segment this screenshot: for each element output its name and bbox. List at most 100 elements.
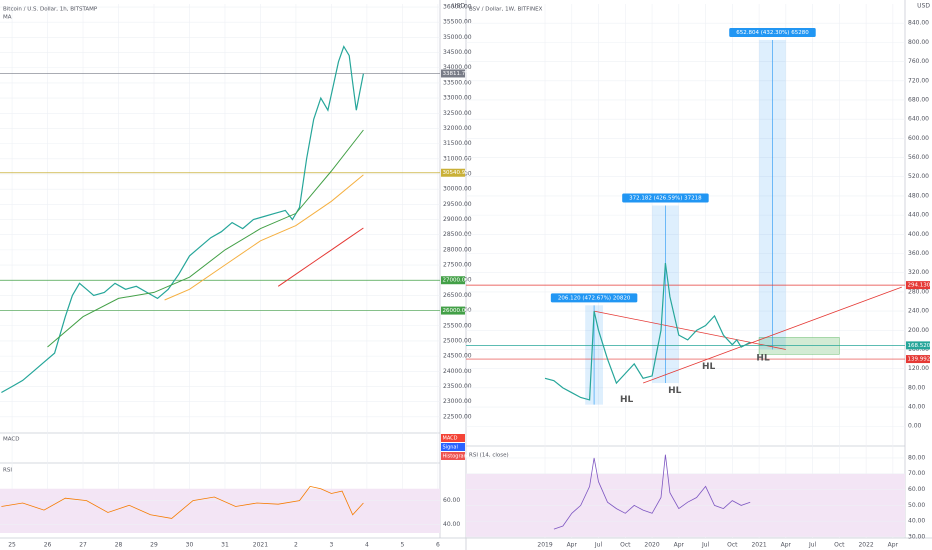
y-tick-label: 33500.00	[443, 79, 472, 86]
x-tick-label: Oct	[620, 542, 631, 549]
measure-label: 652.804 (432.30%) 65280	[736, 30, 809, 36]
price-line	[1, 485, 364, 519]
price-line	[277, 227, 364, 287]
x-tick-label: 27	[79, 542, 87, 549]
x-tick-label: 28	[115, 542, 123, 549]
price-tag	[906, 341, 930, 350]
y-tick-label: 27500.00	[443, 262, 472, 269]
price-tag-label: 139.992	[908, 357, 931, 363]
price-tag-label: 26000.00	[443, 308, 470, 314]
y-tick-label: 24000.00	[443, 368, 472, 375]
indicator-tag	[441, 452, 465, 460]
measure-label-box	[622, 193, 709, 203]
x-tick-label: 5	[400, 542, 404, 549]
y-tick-label: 35000.00	[443, 34, 472, 41]
price-tag	[441, 276, 465, 285]
y-tick-label: 40.00	[443, 521, 460, 528]
y-tick-label: 840.00	[908, 20, 929, 27]
y-tick-label: 28500.00	[443, 231, 472, 238]
x-tick-label: 3	[330, 542, 334, 549]
price-line	[47, 129, 364, 348]
indicator-tag-label: Signal	[443, 445, 458, 451]
y-tick-label: 29500.00	[443, 201, 472, 208]
pattern-label: HL	[620, 395, 634, 405]
y-tick-label: 400.00	[908, 231, 929, 238]
y-tick-label: 40.00	[908, 404, 925, 411]
y-tick-label: 480.00	[908, 192, 929, 199]
x-tick-label: 2021	[253, 542, 268, 549]
x-tick-label: 25	[8, 542, 16, 549]
measure-label-box	[550, 293, 638, 303]
y-tick-label: 560.00	[908, 154, 929, 161]
y-tick-label: 32000.00	[443, 125, 472, 132]
x-tick-label: 2021	[751, 542, 766, 549]
trend-line	[594, 310, 786, 350]
panel-title: MACD	[3, 437, 20, 443]
x-tick-label: Apr	[781, 542, 792, 549]
panel-title: BSV / Dollar, 1W, BITFINEX	[469, 7, 543, 13]
x-tick-label: 31	[221, 542, 229, 549]
range-box	[758, 337, 840, 355]
y-tick-label: 240.00	[908, 308, 929, 315]
y-tick-label: 70.00	[908, 470, 925, 477]
price-tag	[906, 355, 930, 364]
price-tag-label: 294.130	[908, 283, 931, 289]
x-tick-label: Apr	[888, 542, 899, 549]
y-tick-label: 40.00	[908, 518, 925, 525]
axis-unit: USD	[452, 3, 465, 10]
x-tick-label: 2022	[858, 542, 873, 549]
x-tick-label: 4	[365, 542, 369, 549]
price-line	[1, 45, 364, 394]
price-tag-label: 168.520	[908, 343, 931, 349]
measure-label: 372.182 (426.59%) 37218	[629, 196, 702, 202]
x-tick-label: Oct	[834, 542, 845, 549]
y-tick-label: 36000.00	[443, 4, 472, 11]
y-tick-label: 360.00	[908, 250, 929, 257]
y-tick-label: 28000.00	[443, 246, 472, 253]
indicator-tag	[441, 443, 465, 451]
x-tick-label: 2019	[537, 542, 552, 549]
y-tick-label: 31500.00	[443, 140, 472, 147]
y-tick-label: 26500.00	[443, 292, 472, 299]
x-tick-label: 26	[44, 542, 52, 549]
x-tick-label: 2	[294, 542, 298, 549]
measure-label-box	[729, 27, 816, 37]
y-tick-label: 640.00	[908, 116, 929, 123]
x-tick-label: Jul	[808, 542, 817, 549]
x-tick-label: 30	[186, 542, 194, 549]
x-tick-label: 29	[150, 542, 158, 549]
pattern-label: HL	[702, 362, 716, 372]
price-tag	[441, 306, 465, 315]
price-line	[164, 174, 364, 301]
y-tick-label: 600.00	[908, 135, 929, 142]
panel-title: Bitcoin / U.S. Dollar, 1h, BITSTAMP	[3, 7, 98, 13]
y-tick-label: 320.00	[908, 269, 929, 276]
y-tick-label: 440.00	[908, 212, 929, 219]
y-tick-label: 23500.00	[443, 383, 472, 390]
y-tick-label: 34500.00	[443, 49, 472, 56]
price-tag	[441, 69, 465, 78]
trend-line	[642, 286, 902, 384]
price-tag	[906, 281, 930, 290]
price-tag-label: 30540.96	[443, 170, 470, 176]
panel-title: RSI (14, close)	[469, 453, 509, 459]
y-tick-label: 32500.00	[443, 110, 472, 117]
price-tag-label: 27000.00	[443, 278, 470, 284]
indicator-tag	[441, 434, 465, 442]
y-tick-label: 29000.00	[443, 216, 472, 223]
y-tick-label: 31000.00	[443, 155, 472, 162]
pattern-label: HL	[756, 354, 770, 364]
y-tick-label: 30.00	[908, 534, 925, 541]
panel-title: RSI	[3, 468, 12, 474]
x-tick-label: 6	[436, 542, 440, 549]
y-tick-label: 200.00	[908, 327, 929, 334]
y-tick-label: 520.00	[908, 173, 929, 180]
y-tick-label: 34000.00	[443, 64, 472, 71]
axis-unit: USD	[917, 3, 930, 10]
x-tick-label: 2020	[644, 542, 659, 549]
x-tick-label: Apr	[674, 542, 685, 549]
y-tick-label: 60.00	[908, 486, 925, 493]
y-tick-label: 30000.00	[443, 186, 472, 193]
y-tick-label: 0.00	[908, 423, 922, 430]
